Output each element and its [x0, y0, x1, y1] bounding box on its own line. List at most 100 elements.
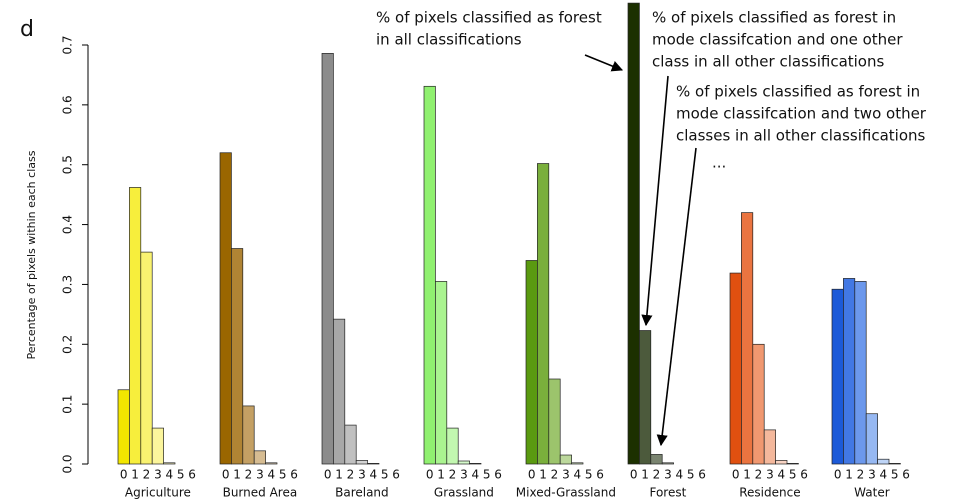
x-tick-label: 3	[562, 468, 570, 482]
bar	[763, 429, 776, 465]
x-tick-label: 3	[460, 468, 468, 482]
bar	[741, 212, 754, 465]
bar	[843, 278, 856, 465]
group-label: Bareland	[335, 486, 389, 500]
x-tick-label: 6	[392, 468, 400, 482]
x-tick-label: 5	[483, 468, 491, 482]
bar	[639, 330, 652, 465]
x-tick-label: 2	[143, 468, 151, 482]
x-tick-label: 5	[891, 468, 899, 482]
x-tick-label: 0	[630, 468, 638, 482]
bar	[344, 424, 357, 465]
bar	[457, 460, 470, 465]
bar	[661, 462, 674, 465]
group-label: Residence	[739, 486, 800, 500]
bar	[219, 152, 232, 465]
x-tick-label: 3	[664, 468, 672, 482]
group-label: Forest	[649, 486, 686, 500]
bar	[537, 163, 550, 465]
bar	[435, 281, 448, 465]
x-tick-label: 2	[551, 468, 559, 482]
x-tick-label: 2	[449, 468, 457, 482]
x-tick-label: 0	[426, 468, 434, 482]
panel-label: d	[20, 17, 34, 42]
bar	[786, 463, 799, 465]
annotation: mode classifcation and one other	[652, 31, 903, 49]
bar	[367, 463, 380, 465]
y-tick-label: 0.5	[61, 155, 75, 174]
x-tick-label: 0	[120, 468, 128, 482]
bar	[151, 427, 164, 465]
x-tick-label: 1	[233, 468, 241, 482]
bar	[231, 248, 244, 465]
x-tick-label: 5	[279, 468, 287, 482]
x-tick-label: 0	[528, 468, 536, 482]
x-tick-label: 4	[777, 468, 785, 482]
bar	[865, 413, 878, 465]
bar	[627, 2, 640, 465]
bar	[888, 463, 901, 465]
annotation: in all classifications	[376, 31, 522, 49]
x-tick-label: 2	[857, 468, 865, 482]
x-tick-label: 2	[653, 468, 661, 482]
bar	[469, 463, 482, 465]
bar	[775, 460, 788, 465]
y-tick-label: 0.1	[61, 395, 75, 414]
bar	[548, 378, 561, 465]
bar	[129, 187, 142, 465]
annotation: mode classifcation and two other	[676, 105, 927, 123]
group-label: Agriculture	[125, 486, 191, 500]
x-tick-label: 4	[471, 468, 479, 482]
x-tick-label: 1	[539, 468, 547, 482]
x-tick-label: 6	[698, 468, 706, 482]
x-tick-label: 0	[222, 468, 230, 482]
x-tick-label: 5	[177, 468, 185, 482]
bar	[650, 454, 663, 465]
x-tick-label: 0	[834, 468, 842, 482]
bar	[242, 405, 255, 465]
x-tick-label: 4	[879, 468, 887, 482]
arrows	[584, 54, 697, 447]
x-tick-label: 1	[845, 468, 853, 482]
x-tick-label: 1	[641, 468, 649, 482]
x-tick-label: 6	[290, 468, 298, 482]
arrow	[656, 147, 697, 447]
x-tick-label: 3	[868, 468, 876, 482]
bar	[423, 85, 436, 465]
x-tick-label: 6	[596, 468, 604, 482]
x-tick-label: 2	[347, 468, 355, 482]
x-tick-label: 6	[494, 468, 502, 482]
x-tick-label: 0	[732, 468, 740, 482]
bar	[117, 389, 130, 465]
y-tick-label: 0.2	[61, 335, 75, 354]
bar	[265, 462, 278, 465]
x-tick-label: 1	[131, 468, 139, 482]
x-tick-label: 5	[585, 468, 593, 482]
x-tick-label: 6	[800, 468, 808, 482]
annotation: % of pixels classified as forest	[376, 9, 602, 27]
y-tick-label: 0.7	[61, 35, 75, 54]
x-tick-label: 2	[755, 468, 763, 482]
x-tick-label: 1	[743, 468, 751, 482]
y-tick-label: 0.0	[61, 454, 75, 473]
bar	[729, 272, 742, 465]
bar	[571, 462, 584, 465]
annotation: class in all other classifications	[652, 53, 884, 71]
bar	[831, 288, 844, 465]
annotation: % of pixels classified as forest in	[676, 83, 920, 101]
annotation: ...	[712, 154, 726, 172]
bar	[559, 454, 572, 465]
x-tick-label: 4	[675, 468, 683, 482]
x-tick-label: 3	[154, 468, 162, 482]
x-tick-label: 3	[766, 468, 774, 482]
bar	[321, 53, 334, 465]
x-tick-label: 4	[267, 468, 275, 482]
bar	[877, 458, 890, 465]
bar	[163, 462, 176, 465]
annotation: classes in all other classifications	[676, 127, 926, 145]
x-tick-label: 4	[573, 468, 581, 482]
x-tick-label: 2	[245, 468, 253, 482]
bar	[854, 281, 867, 465]
